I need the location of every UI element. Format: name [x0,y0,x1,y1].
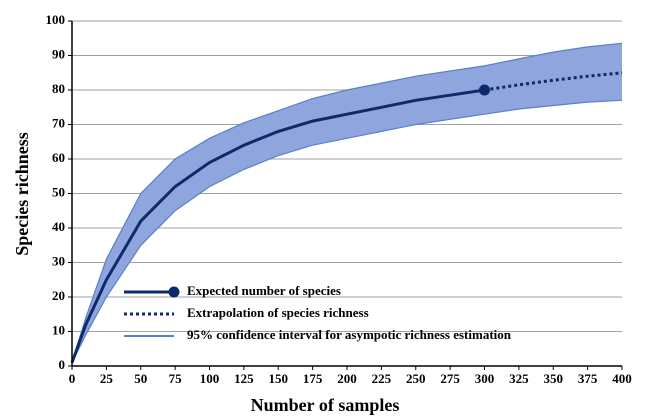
x-tick-label: 275 [440,371,460,386]
x-tick-label: 250 [406,371,426,386]
x-tick-label: 75 [169,371,183,386]
band-edge [71,42,623,363]
x-tick-label: 200 [337,371,357,386]
y-tick-label: 40 [52,219,65,234]
y-tick-label: 0 [59,357,66,372]
band-edge [71,99,623,363]
x-tick-label: 175 [303,371,323,386]
confidence-band [72,43,622,363]
y-tick-label: 10 [52,322,65,337]
y-tick-label: 80 [52,81,65,96]
x-tick-label: 375 [578,371,598,386]
y-tick-label: 30 [52,253,65,268]
x-tick-label: 150 [269,371,289,386]
x-tick-label: 50 [134,371,147,386]
y-tick-label: 50 [52,184,65,199]
y-tick-label: 20 [52,288,65,303]
x-tick-label: 325 [509,371,529,386]
y-tick-label: 70 [52,115,65,130]
series-line [484,71,623,92]
series-line [70,88,485,364]
x-tick-label: 0 [69,371,76,386]
x-tick-label: 225 [372,371,392,386]
y-tick-label: 60 [52,150,65,165]
x-tick-label: 25 [100,371,114,386]
x-tick-label: 125 [234,371,254,386]
legend-marker [168,286,180,298]
y-tick-label: 100 [46,12,66,27]
x-tick-label: 400 [612,371,632,386]
y-tick-label: 90 [52,46,65,61]
x-tick-label: 350 [544,371,564,386]
x-tick-label: 100 [200,371,220,386]
x-axis-title: Number of samples [251,395,400,415]
legend-label: Extrapolation of species richness [187,305,369,320]
legend-label: Expected number of species [187,283,341,298]
legend-label: 95% confidence interval for asympotic ri… [187,327,512,342]
x-tick-label: 300 [475,371,495,386]
y-axis-title: Species richness [12,132,32,256]
